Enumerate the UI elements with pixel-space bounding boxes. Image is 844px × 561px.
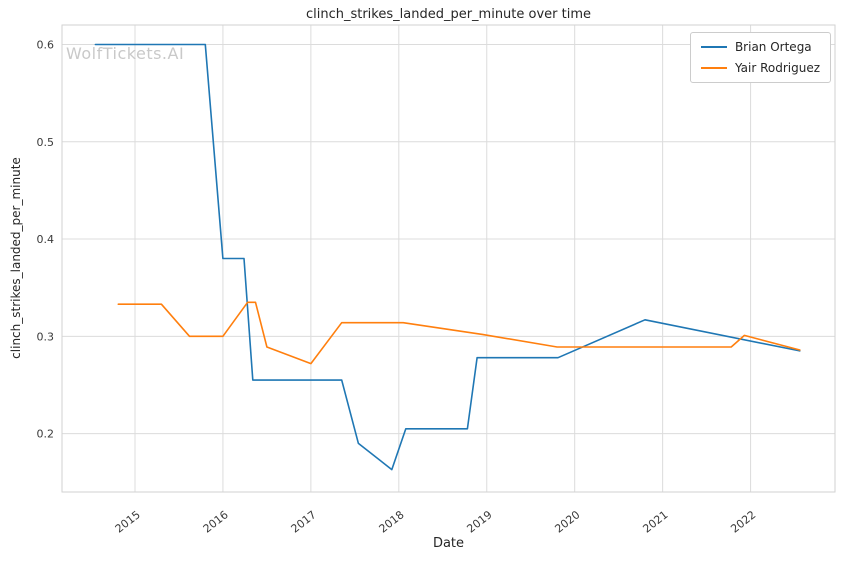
- y-tick-label: 0.6: [37, 38, 55, 51]
- x-tick-label: 2015: [113, 508, 143, 535]
- y-tick-label: 0.4: [37, 233, 55, 246]
- watermark: WolfTickets.AI: [66, 44, 185, 63]
- legend-label: Yair Rodriguez: [734, 61, 820, 75]
- y-axis-label: clinch_strikes_landed_per_minute: [9, 157, 23, 359]
- series-line-yair-rodriguez: [117, 301, 801, 365]
- x-tick-label: 2019: [465, 508, 495, 535]
- x-tick-label: 2020: [552, 508, 582, 535]
- plot-border: [61, 24, 836, 493]
- series-line-brian-ortega: [94, 43, 801, 471]
- legend-label: Brian Ortega: [734, 40, 812, 54]
- x-tick-label: 2017: [289, 508, 319, 535]
- x-tick-label: 2021: [640, 508, 670, 535]
- y-tick-label: 0.5: [37, 136, 55, 149]
- legend-item: Yair Rodriguez: [700, 61, 820, 75]
- x-axis-label: Date: [432, 536, 465, 551]
- legend-line-swatch: [700, 67, 727, 69]
- legend: Brian Ortega Yair Rodriguez: [689, 32, 831, 83]
- legend-line-swatch: [700, 46, 727, 48]
- x-tick-label: 2016: [201, 508, 231, 535]
- x-tick-label: 2022: [728, 508, 758, 535]
- chart-title: clinch_strikes_landed_per_minute over ti…: [305, 7, 592, 22]
- legend-item: Brian Ortega: [700, 40, 820, 54]
- x-tick-label: 2018: [377, 508, 407, 535]
- y-tick-label: 0.2: [37, 428, 55, 441]
- y-tick-label: 0.3: [37, 330, 55, 343]
